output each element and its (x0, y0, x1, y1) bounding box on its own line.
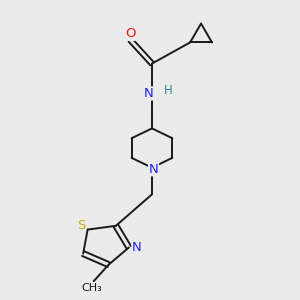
Text: N: N (149, 163, 158, 176)
Text: N: N (132, 241, 142, 254)
Text: O: O (125, 27, 136, 40)
Text: S: S (77, 219, 85, 232)
Text: H: H (164, 84, 173, 97)
Text: N: N (144, 87, 154, 100)
Text: CH₃: CH₃ (81, 283, 102, 293)
